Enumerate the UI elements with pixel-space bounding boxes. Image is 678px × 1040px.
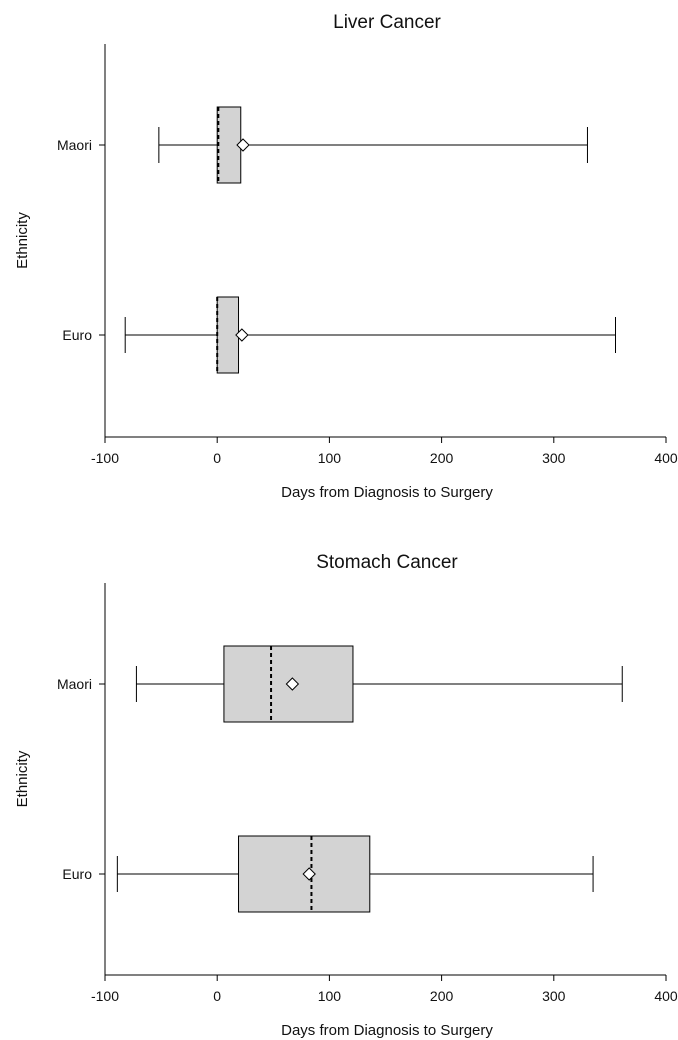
chart-title: Stomach Cancer bbox=[316, 552, 458, 573]
category-label: Euro bbox=[62, 327, 92, 343]
iqr-box bbox=[238, 835, 371, 913]
x-tick-label: 200 bbox=[430, 450, 454, 466]
stomach-cancer-panel: Stomach Cancer -100 0 100 200 300 400 Days from… bbox=[0, 520, 678, 1040]
mean-marker bbox=[236, 138, 250, 152]
mean-marker bbox=[302, 867, 316, 881]
category-label: Maori bbox=[57, 676, 92, 692]
liver-cancer-panel: Liver Cancer -100 0 100 200 300 400 Days from D… bbox=[14, 12, 678, 501]
x-tick-label: 300 bbox=[542, 450, 566, 466]
category-label: Maori bbox=[57, 137, 92, 153]
category-label: Euro bbox=[62, 866, 92, 882]
mean-marker bbox=[235, 328, 249, 342]
box-maori bbox=[158, 106, 588, 184]
x-tick-label: 100 bbox=[318, 988, 342, 1004]
y-axis-label: Ethnicity bbox=[14, 750, 31, 807]
box-euro bbox=[124, 296, 617, 374]
box-euro bbox=[116, 835, 594, 913]
stomach-cancer-boxplot: Stomach Cancer -100 0 100 200 300 400 Days from… bbox=[14, 552, 678, 1039]
x-tick-label: 300 bbox=[542, 988, 566, 1004]
x-tick-label: -100 bbox=[91, 988, 119, 1004]
x-axis-label: Days from Diagnosis to Surgery bbox=[281, 1022, 493, 1039]
x-tick-label: 0 bbox=[213, 450, 221, 466]
x-tick-label: 400 bbox=[654, 988, 678, 1004]
box-maori bbox=[135, 645, 623, 723]
x-tick-label: 100 bbox=[318, 450, 342, 466]
y-axis-label: Ethnicity bbox=[14, 212, 31, 269]
x-tick-label: 400 bbox=[654, 450, 678, 466]
chart-title: Liver Cancer bbox=[333, 12, 441, 33]
x-tick-label: 0 bbox=[213, 988, 221, 1004]
x-axis-label: Days from Diagnosis to Surgery bbox=[281, 484, 493, 501]
liver-cancer-boxplot: Liver Cancer -100 0 100 200 300 400 Days from D… bbox=[14, 12, 678, 501]
mean-marker bbox=[285, 677, 300, 691]
x-tick-label: -100 bbox=[91, 450, 119, 466]
x-tick-label: 200 bbox=[430, 988, 454, 1004]
